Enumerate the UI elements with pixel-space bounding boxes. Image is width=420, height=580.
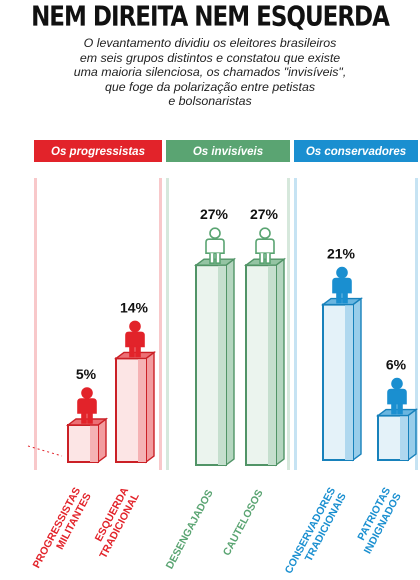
bar-side: [225, 257, 235, 467]
baseline-dots: [27, 445, 63, 457]
person-torso: [255, 238, 275, 254]
group-band-rail: [34, 178, 37, 470]
person-legs: [259, 253, 271, 264]
bar: 5% PROGRESSISTASMILITANTES: [31, 366, 109, 575]
category-label: ESQUERDATRADICIONAL: [87, 485, 142, 561]
value-label: 14%: [120, 299, 149, 315]
subtitle-line: e bolsonaristas: [168, 94, 252, 108]
bar-front-shade: [268, 265, 276, 465]
category-label-line: DESENGAJADOS: [164, 488, 216, 571]
person-icon: [77, 387, 97, 424]
chart-title: NEM DIREITA NEM ESQUERDA: [31, 1, 390, 33]
person-head: [209, 227, 221, 239]
category-label: CONSERVADORESTRADICIONAIS: [283, 485, 349, 580]
person-head: [81, 387, 93, 399]
category-label: DESENGAJADOS: [164, 488, 216, 571]
person-head: [259, 227, 271, 239]
category-label-line: CAUTELOSOS: [221, 488, 266, 558]
chart-subtitle: O levantamento dividiu os eleitores bras…: [20, 36, 400, 109]
bar-front-shade: [90, 425, 98, 462]
value-label: 27%: [200, 206, 229, 222]
person-head: [129, 320, 141, 333]
group-header: [294, 140, 418, 162]
bar-side: [407, 408, 417, 462]
person-torso: [205, 238, 225, 254]
person-icon: [205, 227, 225, 264]
bar-top: [375, 408, 419, 417]
value-label: 6%: [386, 357, 407, 373]
person-head: [336, 266, 348, 279]
bar-top: [243, 258, 287, 266]
person-torso: [77, 398, 97, 414]
person-legs: [209, 253, 221, 264]
value-label: 5%: [76, 366, 97, 382]
group-band-rail: [159, 178, 162, 470]
group-header: [34, 140, 162, 162]
bar: 27% DESENGAJADOS: [164, 206, 237, 571]
person-legs: [81, 413, 93, 424]
group-header: [166, 140, 290, 162]
person-legs: [391, 403, 403, 415]
bar-front-shade: [345, 304, 353, 460]
person-legs: [129, 346, 141, 358]
category-label: CAUTELOSOS: [221, 488, 266, 558]
person-icon: [125, 320, 145, 358]
bar-front-shade: [218, 265, 226, 465]
group-band-rail: [287, 178, 290, 470]
group-header-label: Os invisíveis: [193, 146, 263, 158]
person-torso: [387, 388, 407, 405]
person-legs: [336, 292, 348, 304]
bar-side: [145, 351, 155, 464]
person-torso: [332, 277, 352, 294]
bar-top: [320, 297, 364, 306]
group-header-label: Os progressistas: [51, 146, 145, 158]
group-band-rail: [415, 178, 418, 470]
person-head: [391, 377, 403, 390]
category-label: PROGRESSISTASMILITANTES: [31, 485, 94, 575]
bar-top: [193, 258, 237, 266]
value-label: 27%: [250, 206, 279, 222]
bar-front-shade: [138, 358, 146, 462]
person-icon: [332, 266, 352, 304]
value-label: 21%: [327, 246, 356, 262]
subtitle-line: O levantamento dividiu os eleitores bras…: [83, 36, 337, 50]
group-band-rail: [166, 178, 169, 470]
subtitle-line: em seis grupos distintos e constatou que…: [79, 50, 341, 65]
person-icon: [387, 377, 407, 415]
group-header-label: Os conservadores: [306, 146, 406, 158]
subtitle-line: uma maioria silenciosa, os chamados "inv…: [73, 65, 347, 79]
bar-front-shade: [400, 415, 408, 460]
subtitle-line: que foge da polarização entre petistas: [104, 79, 316, 94]
bar-top: [65, 418, 109, 426]
person-icon: [255, 227, 275, 264]
bar-top: [113, 351, 157, 360]
person-torso: [125, 331, 145, 348]
bar-side: [352, 297, 362, 462]
bar-side: [97, 417, 107, 464]
bar-side: [275, 257, 285, 467]
category-label: PATRIOTASINDIGNADOS: [351, 485, 404, 556]
group-band-rail: [294, 178, 297, 470]
